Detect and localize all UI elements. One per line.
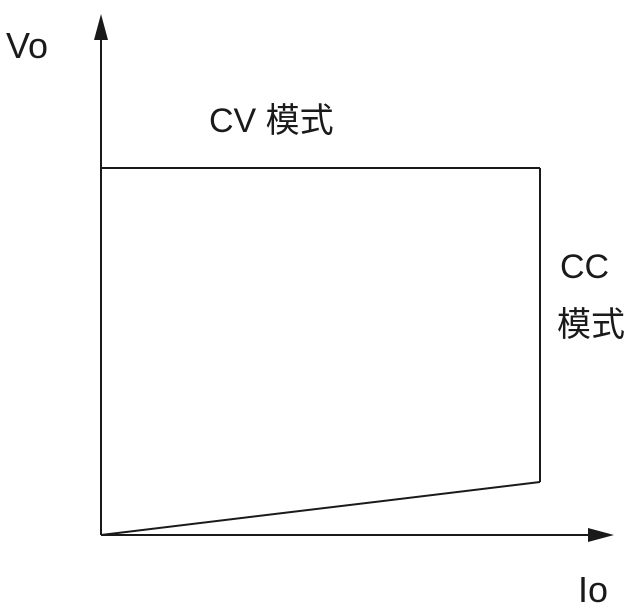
x-axis [101,528,614,542]
x-axis-arrow-icon [588,528,614,542]
cv-mode-label: CV 模式 [209,102,334,140]
load-line [100,481,541,536]
y-axis-label: Vo [6,25,48,66]
cc-mode-label-line2: 模式 [557,306,625,344]
x-axis-label: Io [578,569,608,610]
y-axis-arrow-icon [94,14,108,40]
y-axis [94,14,108,535]
cc-mode-label-line1: CC [560,248,609,286]
operating-region [100,167,541,536]
